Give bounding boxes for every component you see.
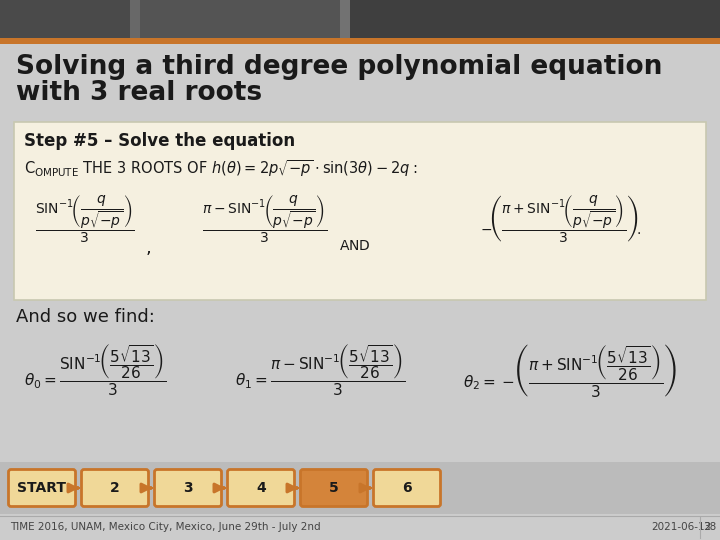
Text: $\dfrac{\mathrm{SIN}^{-1}\!\left(\dfrac{q}{p\sqrt{-p}}\right)}{3}$: $\dfrac{\mathrm{SIN}^{-1}\!\left(\dfrac{… — [35, 194, 135, 245]
FancyBboxPatch shape — [300, 469, 367, 507]
Text: 2: 2 — [110, 481, 120, 495]
FancyBboxPatch shape — [155, 469, 222, 507]
Text: 2021-06-12: 2021-06-12 — [651, 522, 711, 532]
Text: 6: 6 — [402, 481, 412, 495]
Text: $,$: $,$ — [145, 239, 151, 257]
Text: And so we find:: And so we find: — [16, 308, 155, 326]
Text: $\theta_0 = \dfrac{\mathrm{SIN}^{-1}\!\left(\dfrac{5\sqrt{13}}{26}\right)}{3}$: $\theta_0 = \dfrac{\mathrm{SIN}^{-1}\!\l… — [24, 342, 166, 398]
Bar — [340, 0, 350, 38]
Text: $-\!\left(\dfrac{\pi+\mathrm{SIN}^{-1}\!\left(\dfrac{q}{p\sqrt{-p}}\right)}{3}\r: $-\!\left(\dfrac{\pi+\mathrm{SIN}^{-1}\!… — [480, 194, 641, 245]
Text: $\theta_2 = -\!\left(\dfrac{\pi+\mathrm{SIN}^{-1}\!\left(\dfrac{5\sqrt{13}}{26}\: $\theta_2 = -\!\left(\dfrac{\pi+\mathrm{… — [463, 342, 677, 399]
Text: Step #5 – Solve the equation: Step #5 – Solve the equation — [24, 132, 295, 150]
Bar — [14, 122, 706, 300]
Text: START: START — [17, 481, 66, 495]
Bar — [0, 462, 720, 514]
Bar — [0, 38, 720, 44]
FancyBboxPatch shape — [374, 469, 441, 507]
Text: TIME 2016, UNAM, Mexico City, Mexico, June 29th - July 2nd: TIME 2016, UNAM, Mexico City, Mexico, Ju… — [10, 522, 320, 532]
Text: Solving a third degree polynomial equation: Solving a third degree polynomial equati… — [16, 54, 662, 80]
Text: 5: 5 — [329, 481, 339, 495]
Bar — [130, 0, 140, 38]
FancyBboxPatch shape — [81, 469, 148, 507]
Text: $\mathsf{AND}$: $\mathsf{AND}$ — [339, 239, 371, 253]
Bar — [350, 0, 720, 38]
FancyBboxPatch shape — [228, 469, 294, 507]
Bar — [0, 0, 130, 38]
Text: 3: 3 — [183, 481, 193, 495]
Bar — [140, 0, 340, 38]
Text: 4: 4 — [256, 481, 266, 495]
Text: $\theta_1 = \dfrac{\pi-\mathrm{SIN}^{-1}\!\left(\dfrac{5\sqrt{13}}{26}\right)}{3: $\theta_1 = \dfrac{\pi-\mathrm{SIN}^{-1}… — [235, 342, 405, 398]
Text: $\dfrac{\pi-\mathrm{SIN}^{-1}\!\left(\dfrac{q}{p\sqrt{-p}}\right)}{3}$: $\dfrac{\pi-\mathrm{SIN}^{-1}\!\left(\df… — [202, 194, 328, 245]
Text: with 3 real roots: with 3 real roots — [16, 80, 262, 106]
Bar — [0, 0, 720, 38]
Text: 38: 38 — [703, 522, 716, 532]
FancyBboxPatch shape — [9, 469, 76, 507]
Text: $\mathsf{C}_{\mathsf{OMPUTE}}\ \mathsf{THE}\ 3\ \mathsf{ROOTS}\ \mathsf{OF}\ $$h: $\mathsf{C}_{\mathsf{OMPUTE}}\ \mathsf{T… — [24, 158, 418, 179]
